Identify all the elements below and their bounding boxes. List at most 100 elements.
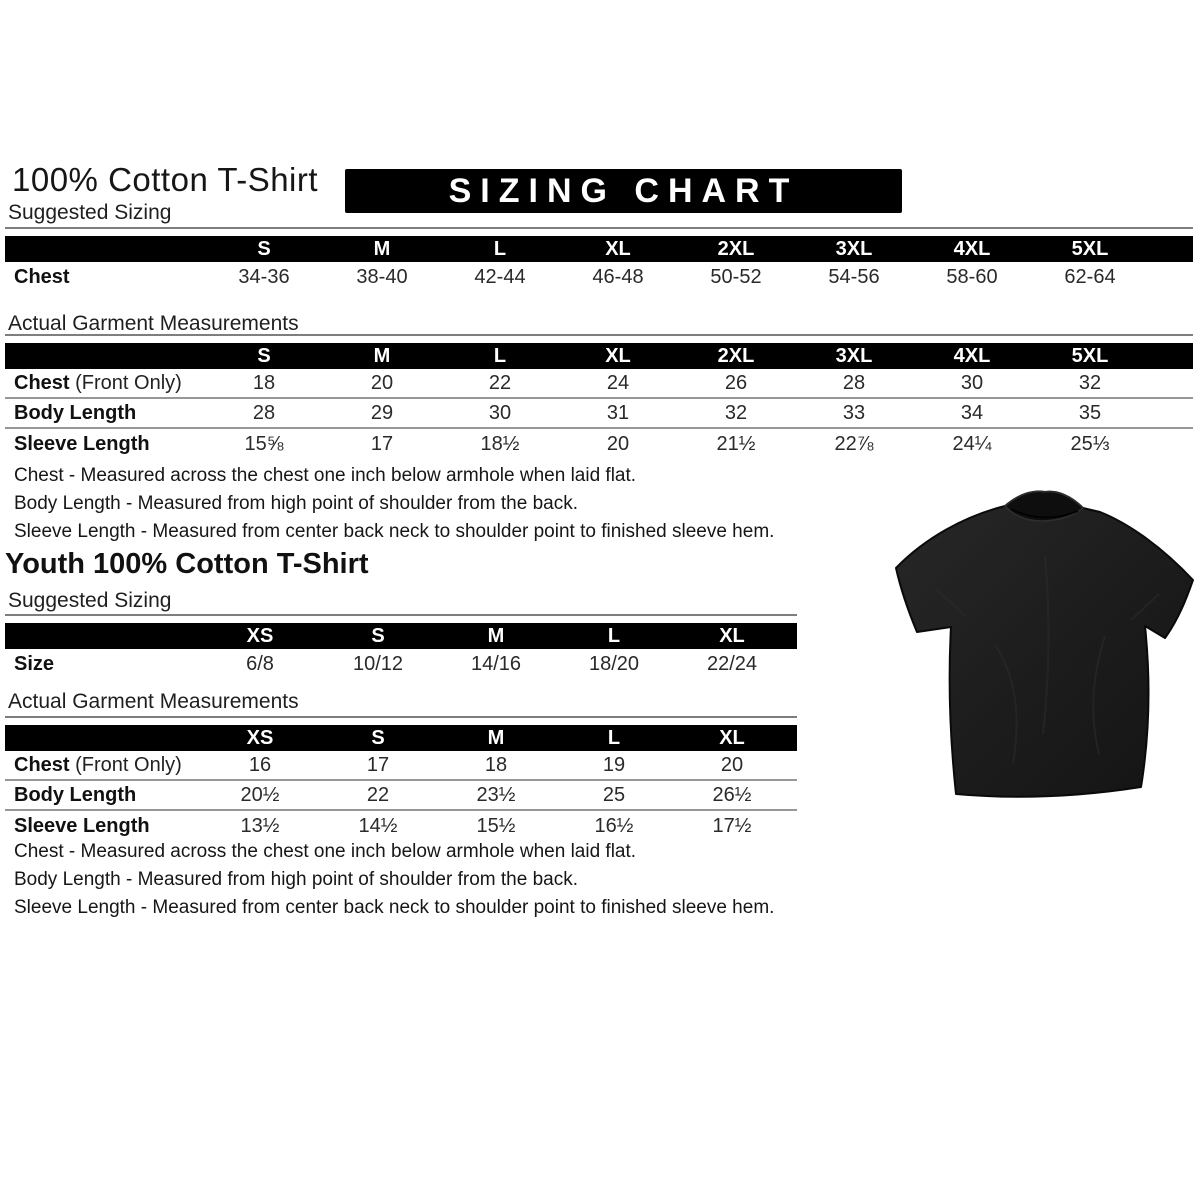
adult-garment-measurements-table: S M L XL 2XL 3XL 4XL 5XL Chest (Front Only) 18 20 2… xyxy=(5,334,1193,459)
column-header: 2XL xyxy=(717,344,755,367)
table-cell: 18 xyxy=(252,371,276,394)
column-header: 4XL xyxy=(953,344,991,367)
column-header: L xyxy=(493,344,507,367)
table-cell: 18 xyxy=(484,753,508,776)
table-cell: 19 xyxy=(602,753,626,776)
sizing-chart-banner: SIZING CHART xyxy=(345,169,902,213)
column-header: XS xyxy=(246,624,274,647)
table-row: Body Length 28 29 30 31 32 33 34 35 xyxy=(5,399,1193,429)
table-cell: 18½ xyxy=(480,432,520,455)
tshirt-image xyxy=(895,490,1194,798)
table-header-row: S M L XL 2XL 3XL 4XL 5XL xyxy=(5,236,1193,262)
row-label: Chest xyxy=(14,265,70,288)
table-cell: 14½ xyxy=(358,814,398,837)
row-label: Chest (Front Only) xyxy=(14,753,182,776)
table-cell: 16½ xyxy=(594,814,634,837)
table-cell: 50-52 xyxy=(710,265,762,288)
column-header: S xyxy=(257,237,271,260)
table-cell: 25⅓ xyxy=(1070,432,1110,455)
table-cell: 24¼ xyxy=(952,432,992,455)
table-cell: 20½ xyxy=(240,783,280,806)
column-header: 4XL xyxy=(953,237,991,260)
table-cell: 18/20 xyxy=(588,652,640,675)
table-cell: 54-56 xyxy=(828,265,880,288)
table-cell: 28 xyxy=(252,401,276,424)
note-sleeve-length: Sleeve Length - Measured from center bac… xyxy=(14,521,775,542)
table-cell: 28 xyxy=(842,371,866,394)
row-label: Body Length xyxy=(14,401,137,424)
table-cell: 26½ xyxy=(712,783,752,806)
table-cell: 15⅝ xyxy=(244,432,284,455)
table-cell: 31 xyxy=(606,401,630,424)
column-header: M xyxy=(487,726,505,749)
youth-suggested-sizing-table: XS S M L XL Size 6/8 10/12 14/16 18/20 22/24 xyxy=(5,614,797,679)
note-sleeve-length: Sleeve Length - Measured from center bac… xyxy=(14,897,775,918)
table-cell: 34-36 xyxy=(238,265,290,288)
table-cell: 29 xyxy=(370,401,394,424)
column-header: L xyxy=(607,726,621,749)
table-row: Sleeve Length 15⅝ 17 18½ 20 21½ 22⅞ 24¼ 25⅓ xyxy=(5,429,1193,459)
row-label: Sleeve Length xyxy=(14,432,150,455)
table-cell: 20 xyxy=(606,432,630,455)
table-cell: 10/12 xyxy=(352,652,404,675)
column-header: 5XL xyxy=(1071,237,1109,260)
column-header: M xyxy=(487,624,505,647)
column-header: 2XL xyxy=(717,237,755,260)
table-cell: 6/8 xyxy=(246,652,274,675)
note-body-length: Body Length - Measured from high point o… xyxy=(14,493,578,514)
table-cell: 22/24 xyxy=(706,652,758,675)
column-header: L xyxy=(607,624,621,647)
table-cell: 25 xyxy=(602,783,626,806)
column-header: XL xyxy=(719,624,745,647)
table-cell: 16 xyxy=(248,753,272,776)
note-chest: Chest - Measured across the chest one in… xyxy=(14,841,637,862)
row-label: Chest (Front Only) xyxy=(14,371,182,394)
row-label: Sleeve Length xyxy=(14,814,150,837)
adult-garment-measurements-label: Actual Garment Measurements xyxy=(8,312,299,335)
youth-garment-measurements-label: Actual Garment Measurements xyxy=(8,690,299,713)
column-header: 3XL xyxy=(835,237,873,260)
youth-section-title: Youth 100% Cotton T-Shirt xyxy=(5,548,369,580)
table-cell: 30 xyxy=(960,371,984,394)
column-header: L xyxy=(493,237,507,260)
table-cell: 34 xyxy=(960,401,984,424)
column-header: XL xyxy=(719,726,745,749)
adult-suggested-sizing-label: Suggested Sizing xyxy=(8,201,172,224)
adult-measurement-notes: Chest - Measured across the chest one in… xyxy=(14,462,774,546)
row-label: Body Length xyxy=(14,783,137,806)
table-row: Chest (Front Only) 16 17 18 19 20 xyxy=(5,751,797,781)
tshirt-collar-shadow xyxy=(1010,508,1079,519)
table-cell: 17 xyxy=(366,753,390,776)
column-header: M xyxy=(373,344,391,367)
table-header-row: XS S M L XL xyxy=(5,623,797,649)
tshirt-fold-lines xyxy=(934,555,1160,765)
adult-suggested-sizing-table: S M L XL 2XL 3XL 4XL 5XL Chest 34-36 38-40 42-44 46-… xyxy=(5,227,1193,292)
table-cell: 13½ xyxy=(240,814,280,837)
table-cell: 20 xyxy=(370,371,394,394)
table-cell: 42-44 xyxy=(474,265,526,288)
table-cell: 30 xyxy=(488,401,512,424)
table-row: Body Length 20½ 22 23½ 25 26½ xyxy=(5,781,797,811)
note-chest: Chest - Measured across the chest one in… xyxy=(14,465,637,486)
sizing-chart-banner-label: SIZING CHART xyxy=(448,171,799,210)
column-header: XS xyxy=(246,726,274,749)
table-cell: 26 xyxy=(724,371,748,394)
column-header: 5XL xyxy=(1071,344,1109,367)
table-cell: 14/16 xyxy=(470,652,522,675)
table-cell: 38-40 xyxy=(356,265,408,288)
table-header-row: S M L XL 2XL 3XL 4XL 5XL xyxy=(5,343,1193,369)
youth-suggested-sizing-label: Suggested Sizing xyxy=(8,589,172,612)
table-cell: 32 xyxy=(1078,371,1102,394)
table-cell: 35 xyxy=(1078,401,1102,424)
table-cell: 24 xyxy=(606,371,630,394)
table-cell: 46-48 xyxy=(592,265,644,288)
note-body-length: Body Length - Measured from high point o… xyxy=(14,869,578,890)
youth-measurement-notes: Chest - Measured across the chest one in… xyxy=(14,838,774,922)
page-title: 100% Cotton T-Shirt xyxy=(12,161,319,198)
table-row: Size 6/8 10/12 14/16 18/20 22/24 xyxy=(5,649,797,679)
column-header: XL xyxy=(605,344,631,367)
table-cell: 22⅞ xyxy=(834,432,874,455)
column-header: M xyxy=(373,237,391,260)
table-cell: 58-60 xyxy=(946,265,998,288)
